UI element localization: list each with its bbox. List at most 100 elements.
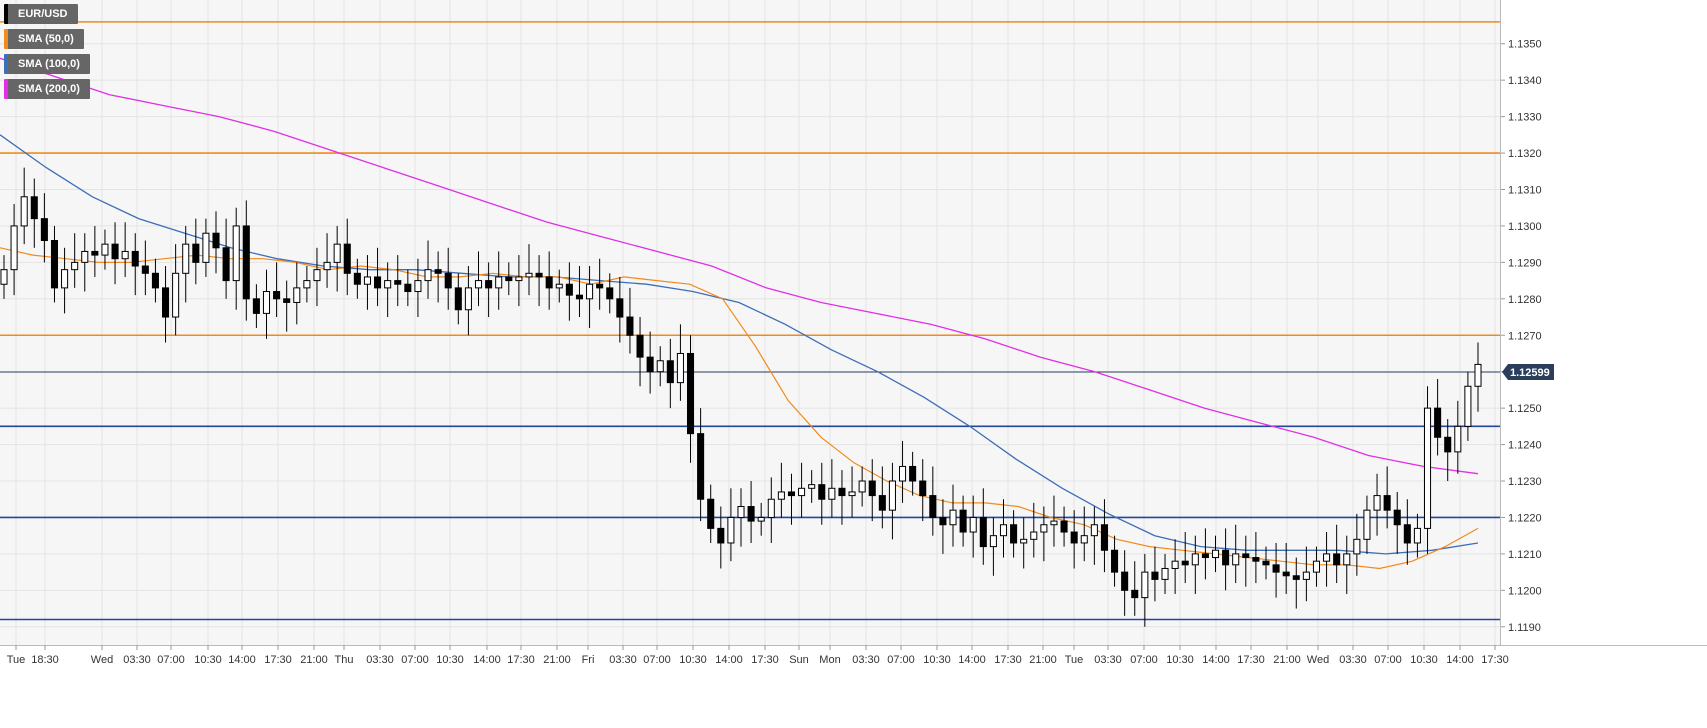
candle — [1353, 513, 1361, 576]
candle-body — [1070, 531, 1078, 544]
x-tick-label: 10:30 — [1166, 654, 1194, 666]
candle-body — [293, 287, 301, 303]
candle — [1060, 506, 1068, 547]
candle — [1171, 539, 1179, 594]
candle — [1454, 400, 1462, 474]
candle — [374, 247, 382, 307]
candle — [1181, 532, 1189, 584]
candle-body — [888, 480, 896, 511]
candle — [1080, 506, 1088, 562]
candle — [444, 247, 452, 310]
candle — [828, 459, 836, 518]
candle-body — [1252, 557, 1260, 562]
legend-label-eurusd[interactable]: EUR/USD — [4, 4, 78, 24]
candle — [485, 262, 493, 318]
legend-label-sma200[interactable]: SMA (200,0) — [4, 79, 90, 99]
candle-body — [1333, 553, 1341, 566]
candle — [929, 466, 937, 536]
candle — [363, 255, 371, 310]
candle — [1444, 419, 1452, 482]
candle-body — [1161, 567, 1169, 580]
x-tick-label: 17:30 — [751, 654, 779, 666]
x-tick-label: 14:00 — [228, 654, 256, 666]
candle — [1201, 528, 1209, 580]
candle-body — [919, 480, 927, 497]
candle-body — [575, 294, 583, 300]
x-tick-label: 21:00 — [1273, 654, 1301, 666]
candle-body — [1282, 571, 1290, 577]
candle-body — [273, 291, 281, 300]
candle-body — [1444, 436, 1452, 453]
candle-body — [646, 356, 654, 373]
candle — [91, 225, 99, 277]
candle-body — [1010, 524, 1018, 544]
candle — [525, 244, 533, 296]
legend-item-sma200[interactable]: SMA (200,0) — [4, 79, 90, 99]
candle — [717, 506, 725, 569]
candle-body — [1181, 560, 1189, 566]
candle — [575, 266, 583, 318]
candle — [283, 280, 291, 332]
candle — [192, 218, 200, 285]
x-tick-label: 03:30 — [123, 654, 151, 666]
legend-label-sma50[interactable]: SMA (50,0) — [4, 29, 84, 49]
candle-body — [606, 287, 614, 300]
candle — [1222, 528, 1230, 591]
candle — [222, 218, 230, 299]
candle-body — [374, 276, 382, 289]
candle — [162, 266, 170, 343]
candle — [737, 488, 745, 547]
candle-body — [121, 250, 129, 260]
x-tick-label: Fri — [582, 654, 595, 666]
candle-body — [757, 516, 765, 522]
candle — [1010, 510, 1018, 558]
candle-body — [1302, 571, 1310, 580]
candle — [899, 440, 907, 503]
candle-body — [626, 316, 634, 336]
candle — [596, 258, 604, 310]
legend-item-eurusd[interactable]: EUR/USD — [4, 4, 90, 24]
candle-body — [1413, 527, 1421, 544]
candle-body — [131, 250, 139, 267]
candle-body — [1111, 549, 1119, 573]
candle-body — [454, 287, 462, 311]
legend: EUR/USD SMA (50,0) SMA (100,0) SMA (200,… — [4, 4, 90, 104]
candle-body — [949, 509, 957, 526]
x-tick-label: 10:30 — [1410, 654, 1438, 666]
candle-body — [424, 269, 432, 282]
candle-body — [1171, 560, 1179, 569]
candle-body — [353, 272, 361, 285]
candle — [999, 499, 1008, 558]
legend-item-sma50[interactable]: SMA (50,0) — [4, 29, 90, 49]
candle — [1323, 532, 1331, 587]
candle — [404, 269, 412, 307]
y-tick-label: 1.1200 — [1508, 585, 1542, 597]
candle-body — [1232, 553, 1240, 566]
candle — [474, 251, 483, 307]
y-tick-label: 1.1290 — [1508, 257, 1542, 269]
candle — [30, 178, 38, 248]
candle — [515, 255, 523, 307]
x-tick-label: 03:30 — [1339, 654, 1367, 666]
candle — [495, 251, 503, 310]
candle — [20, 167, 28, 245]
candle-body — [1131, 589, 1139, 599]
legend-label-sma100[interactable]: SMA (100,0) — [4, 54, 90, 74]
x-tick-label: Mon — [819, 654, 840, 666]
candle — [626, 287, 634, 354]
candle — [686, 335, 695, 463]
candle — [343, 218, 351, 296]
candle — [121, 222, 129, 277]
candle-body — [808, 484, 816, 489]
y-tick-label: 1.1230 — [1508, 476, 1542, 488]
candle — [757, 502, 765, 536]
x-tick-label: Tue — [1065, 654, 1084, 666]
candle-body — [686, 352, 695, 435]
candle-body — [222, 247, 230, 282]
x-tick-label: 14:00 — [1446, 654, 1474, 666]
x-tick-label: 10:30 — [679, 654, 707, 666]
candle — [767, 477, 775, 543]
legend-item-sma100[interactable]: SMA (100,0) — [4, 54, 90, 74]
candle — [71, 233, 79, 288]
